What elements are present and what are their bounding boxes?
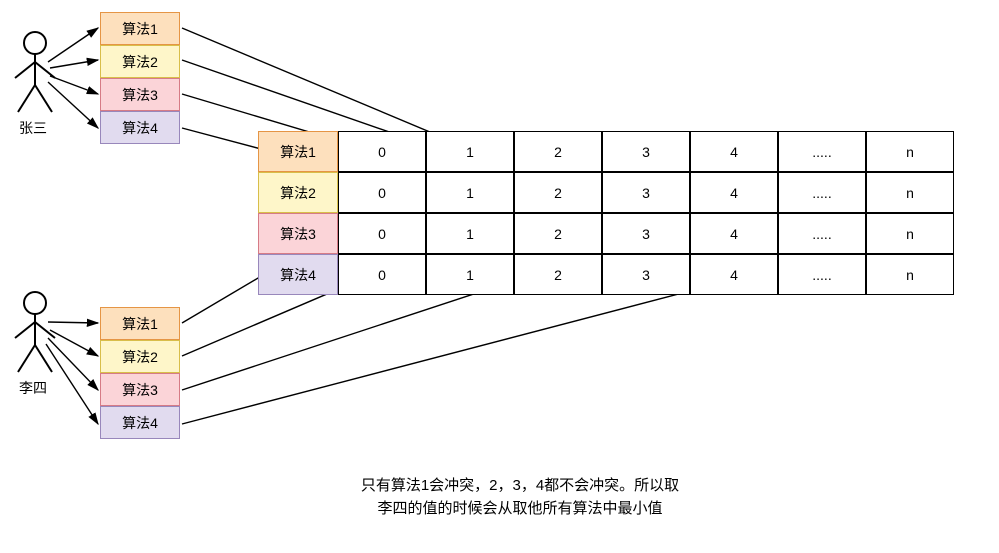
algo-box: 算法4	[100, 111, 180, 144]
table-cell: 3	[602, 213, 690, 254]
table-cell: n	[866, 254, 954, 295]
table-cell: 4	[690, 213, 778, 254]
table-cell: 4	[690, 254, 778, 295]
table-cell: 0	[338, 213, 426, 254]
algo-box: 算法1	[100, 307, 180, 340]
caption-line2: 李四的值的时候会从取他所有算法中最小值	[377, 500, 662, 517]
table-cell: .....	[778, 131, 866, 172]
caption-line1: 只有算法1会冲突，2，3，4都不会冲突。所以取	[361, 477, 679, 494]
table-row-header: 算法3	[258, 213, 338, 254]
table-cell: n	[866, 213, 954, 254]
table-cell: 1	[426, 172, 514, 213]
table-cell: 1	[426, 213, 514, 254]
table-cell: .....	[778, 172, 866, 213]
actor-lisi	[10, 290, 60, 380]
table-cell: 2	[514, 172, 602, 213]
table-cell: 4	[690, 172, 778, 213]
table-cell: .....	[778, 254, 866, 295]
table-row-header: 算法1	[258, 131, 338, 172]
algo-box: 算法2	[100, 340, 180, 373]
table-cell: 3	[602, 131, 690, 172]
table-row-header: 算法2	[258, 172, 338, 213]
table-cell: 0	[338, 131, 426, 172]
actor-zhangsan	[10, 30, 60, 120]
table-cell: 0	[338, 172, 426, 213]
caption-text: 只有算法1会冲突，2，3，4都不会冲突。所以取 李四的值的时候会从取他所有算法中…	[320, 475, 720, 520]
table-cell: 2	[514, 131, 602, 172]
table-cell: 2	[514, 213, 602, 254]
table-cell: n	[866, 131, 954, 172]
table-cell: 1	[426, 131, 514, 172]
table-cell: 3	[602, 254, 690, 295]
table-cell: .....	[778, 213, 866, 254]
algo-box: 算法4	[100, 406, 180, 439]
algo-box: 算法2	[100, 45, 180, 78]
algo-box: 算法1	[100, 12, 180, 45]
table-cell: 1	[426, 254, 514, 295]
table-cell: 4	[690, 131, 778, 172]
table-cell: n	[866, 172, 954, 213]
table-cell: 0	[338, 254, 426, 295]
algo-box: 算法3	[100, 373, 180, 406]
table-cell: 3	[602, 172, 690, 213]
table-cell: 2	[514, 254, 602, 295]
algo-box: 算法3	[100, 78, 180, 111]
table-row-header: 算法4	[258, 254, 338, 295]
actor-lisi-label: 李四	[8, 378, 58, 398]
actor-zhangsan-label: 张三	[8, 118, 58, 138]
